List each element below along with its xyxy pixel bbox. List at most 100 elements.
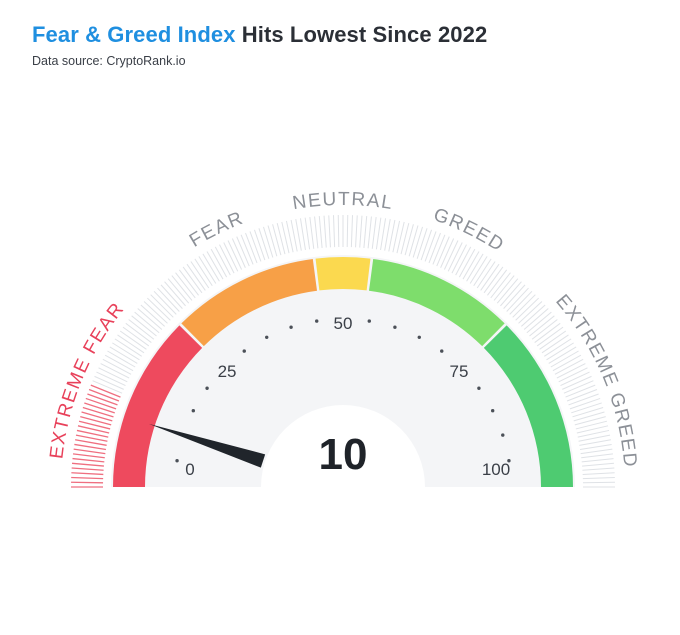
zone-band-extreme-greed: [483, 325, 573, 487]
hatch-tick: [267, 225, 278, 257]
hatch-tick: [100, 363, 130, 379]
hatch-tick: [451, 244, 467, 274]
hatch-tick: [384, 219, 391, 251]
hatch-tick: [380, 218, 387, 251]
hatch-tick: [262, 226, 274, 258]
hatch-tick: [582, 472, 615, 475]
hatch-tick: [258, 228, 270, 259]
hatch-tick: [487, 269, 508, 296]
hatch-tick: [281, 221, 290, 254]
hatch-tick: [164, 281, 186, 307]
hatch-tick: [480, 263, 500, 291]
scale-dot: [175, 459, 179, 463]
needle-pointer: [148, 423, 266, 468]
hatch-tick: [573, 411, 605, 422]
hatch-tick: [178, 269, 199, 296]
hatch-tick: [523, 308, 549, 330]
hatch-tick: [558, 367, 588, 383]
hatch-tick: [75, 439, 107, 446]
hatch-tick: [92, 380, 123, 394]
scale-dot: [501, 433, 505, 437]
hatch-tick: [443, 240, 459, 270]
scale-dot: [507, 459, 511, 463]
hatch-tick: [574, 416, 606, 426]
value-readout: 10: [319, 430, 368, 479]
tick-label: 75: [450, 362, 469, 381]
hatch-tick: [109, 346, 138, 364]
hatch-tick: [140, 304, 165, 327]
hatch-tick: [272, 224, 282, 256]
hatch-tick: [534, 322, 561, 343]
hatch-tick: [521, 304, 546, 327]
zone-band-greed: [368, 258, 505, 347]
hatch-tick: [143, 301, 168, 324]
hatch-tick: [80, 415, 112, 426]
scale-dot: [289, 325, 293, 329]
hatch-tick: [77, 425, 110, 434]
hatch-tick: [153, 290, 177, 315]
hatch-tick: [104, 354, 134, 372]
hatch-tick: [309, 216, 315, 249]
hatch-tick: [337, 215, 340, 248]
hatch-tick: [371, 216, 377, 249]
hatch-tick: [566, 389, 598, 402]
hatch-tick: [578, 434, 611, 442]
hatch-tick: [253, 229, 266, 261]
hatch-tick: [167, 278, 190, 304]
hatch-tick: [392, 220, 401, 253]
hatch-tick: [571, 402, 602, 414]
hatch-tick: [236, 236, 250, 267]
hatch-tick: [572, 406, 604, 418]
hatch-tick: [125, 322, 152, 343]
hatch-tick: [314, 216, 319, 249]
hatch-tick: [214, 246, 231, 276]
hatch-tick: [526, 311, 552, 334]
hatch-tick: [541, 334, 569, 354]
scale-dot: [191, 409, 196, 413]
hatch-tick: [137, 308, 163, 330]
zone-band-fear: [181, 258, 318, 347]
hatch-tick: [219, 244, 235, 274]
hatch-tick: [134, 311, 160, 334]
tick-label: 25: [218, 362, 237, 381]
hatch-tick: [355, 215, 358, 248]
hatch-tick: [94, 375, 124, 390]
hatch-tick: [476, 261, 496, 289]
hatch-tick: [563, 380, 594, 394]
hatch-tick: [529, 315, 555, 337]
hatch-tick: [194, 258, 213, 286]
hatch-tick: [128, 319, 155, 340]
zone-band-neutral: [315, 257, 371, 291]
scale-dot: [242, 349, 246, 353]
hatch-tick: [515, 297, 540, 321]
hatch-tick: [146, 297, 171, 321]
hatch-tick: [117, 334, 145, 354]
scale-dot: [393, 325, 397, 329]
hatch-tick: [556, 363, 586, 379]
tick-label: 0: [185, 460, 194, 479]
hatch-tick: [496, 278, 519, 304]
hatch-tick: [81, 411, 113, 422]
hatch-tick: [483, 266, 504, 294]
hatch-tick: [96, 371, 126, 387]
scale-dot: [315, 319, 319, 323]
hatch-tick: [548, 346, 577, 364]
hatch-tick: [112, 342, 140, 361]
title-highlight: Fear & Greed Index: [32, 22, 236, 47]
hatch-tick: [74, 443, 107, 451]
hatch-tick: [447, 242, 463, 272]
hatch-tick: [210, 248, 228, 278]
hatch-tick: [240, 234, 254, 265]
hatch-tick: [412, 226, 424, 258]
hatch-tick: [75, 434, 108, 442]
hatch-tick: [245, 232, 258, 264]
hatch-tick: [575, 420, 608, 430]
hatch-tick: [506, 287, 529, 312]
hatch-tick: [171, 275, 193, 301]
hatch-tick: [581, 453, 614, 459]
hatch-tick: [206, 251, 224, 280]
hatch-tick: [375, 217, 382, 250]
data-source: Data source: CryptoRank.io: [32, 54, 186, 68]
hatch-tick: [582, 462, 615, 467]
hatch-tick: [580, 448, 613, 455]
